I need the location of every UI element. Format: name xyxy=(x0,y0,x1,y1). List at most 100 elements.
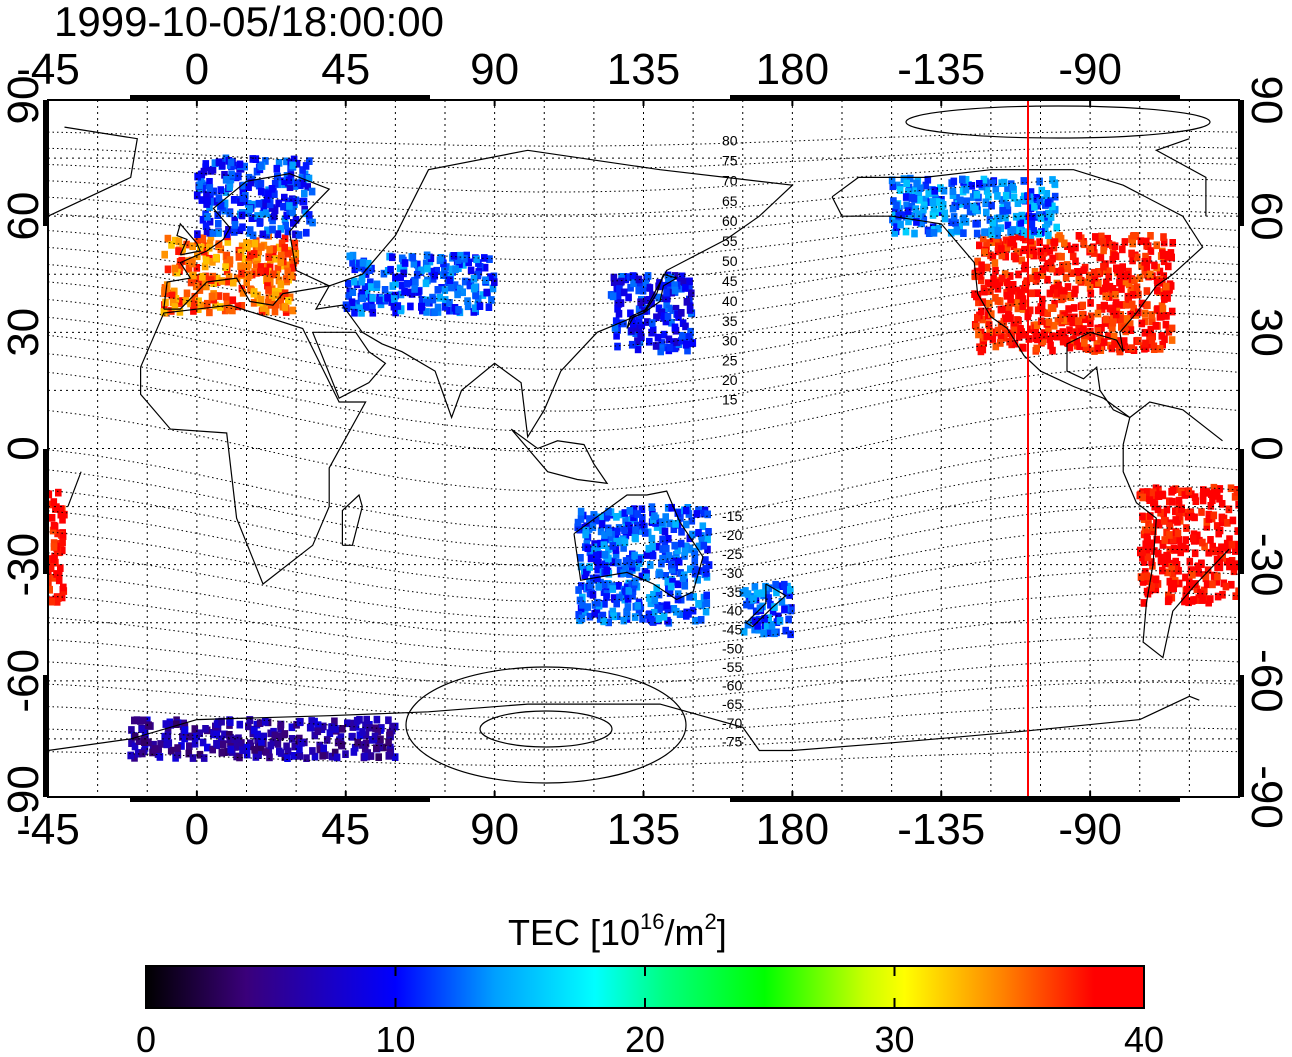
tec-cell xyxy=(156,753,164,761)
tec-cell xyxy=(284,249,292,258)
tec-cell xyxy=(960,229,967,237)
tec-cell xyxy=(594,556,601,565)
mlat-contour xyxy=(48,146,1239,170)
tec-cell xyxy=(978,267,985,276)
tec-cell xyxy=(288,723,296,732)
tec-cell xyxy=(761,615,768,623)
tec-cell xyxy=(206,308,213,317)
tec-cell xyxy=(423,308,430,316)
tec-cell xyxy=(1225,505,1233,514)
tec-cell xyxy=(1064,283,1072,291)
tec-cell xyxy=(267,741,274,750)
tec-cell xyxy=(250,250,258,258)
tec-cell xyxy=(988,310,995,318)
tec-cell xyxy=(196,181,203,190)
tec-cell xyxy=(646,337,653,346)
tec-cell xyxy=(267,277,274,286)
tec-cell xyxy=(765,614,772,622)
tec-cell xyxy=(1169,239,1176,247)
tec-cell xyxy=(1154,278,1161,287)
tec-cell xyxy=(486,255,493,263)
tec-cell xyxy=(191,739,199,748)
tec-cell xyxy=(781,605,788,614)
tec-cell xyxy=(194,172,201,181)
tec-cell xyxy=(992,294,999,302)
tec-cell xyxy=(953,194,960,202)
tec-cell xyxy=(1046,246,1054,255)
tec-cell xyxy=(1233,540,1239,549)
tec-cell xyxy=(1175,579,1183,588)
tec-cell xyxy=(642,280,650,288)
tec-cell xyxy=(609,585,617,593)
mlat-contour xyxy=(48,614,1239,670)
tec-cell xyxy=(634,323,641,332)
tec-cell xyxy=(381,286,389,294)
tec-cell xyxy=(207,197,215,206)
tec-cell xyxy=(339,725,346,733)
tec-cell xyxy=(904,207,912,215)
tec-cell xyxy=(238,242,246,251)
mlat-label: 70 xyxy=(722,173,738,189)
tec-cell xyxy=(236,741,243,750)
tec-cell xyxy=(672,304,680,313)
tec-cell xyxy=(1186,578,1193,586)
tec-cell xyxy=(776,582,784,590)
tec-cell xyxy=(650,591,657,599)
tec-cell xyxy=(434,286,442,294)
tec-cell xyxy=(695,600,702,608)
tec-cell xyxy=(55,576,63,585)
tec-cell xyxy=(290,752,298,760)
tec-cell xyxy=(605,545,612,554)
tec-cell xyxy=(679,574,687,582)
tec-cell xyxy=(1009,281,1017,289)
tec-cell xyxy=(258,243,265,251)
tec-cell xyxy=(1235,500,1239,509)
tec-cell xyxy=(431,271,438,280)
tec-cell xyxy=(1084,278,1091,287)
tec-cell xyxy=(579,601,586,609)
left-lat-tick-label: -90 xyxy=(0,765,48,829)
tec-cell xyxy=(223,259,230,267)
tec-cell xyxy=(239,746,246,754)
tec-cell xyxy=(392,308,399,317)
tec-cell xyxy=(1129,256,1136,265)
tec-cell xyxy=(433,266,440,275)
tec-cell xyxy=(303,754,310,762)
tec-cell xyxy=(1015,333,1023,341)
tec-cell xyxy=(1092,233,1099,241)
tec-cell xyxy=(1199,538,1206,547)
tec-cell xyxy=(263,231,271,239)
tec-cell xyxy=(483,288,490,297)
tec-cell xyxy=(768,622,776,630)
tec-cell xyxy=(930,229,938,237)
coastline-antarctica xyxy=(792,695,1200,752)
tec-cell xyxy=(131,732,139,741)
frame-band xyxy=(1239,449,1244,574)
tec-cell xyxy=(171,287,178,296)
tec-cell xyxy=(691,565,699,574)
tec-cell xyxy=(1226,562,1233,571)
tec-cell xyxy=(1188,512,1195,521)
tec-cell xyxy=(769,608,777,616)
tec-cell xyxy=(986,327,993,336)
tec-cell xyxy=(471,304,479,313)
magnetic-pole-contours xyxy=(405,105,1211,784)
tec-cell xyxy=(169,298,177,307)
tec-cell xyxy=(407,302,414,311)
tec-cell xyxy=(613,599,620,608)
tec-cell xyxy=(287,271,295,280)
tec-cell xyxy=(637,311,645,319)
tec-cell xyxy=(1191,493,1199,501)
tec-cell xyxy=(450,252,458,260)
tec-cell xyxy=(266,200,274,209)
tec-cell xyxy=(697,616,705,624)
tec-cell xyxy=(1144,488,1151,496)
right-lat-tick-label: -60 xyxy=(1242,649,1291,713)
tec-cell xyxy=(191,725,199,733)
tec-cell xyxy=(912,205,920,213)
tec-cell xyxy=(1094,327,1102,335)
tec-cell xyxy=(1168,324,1176,333)
tec-cell xyxy=(1051,299,1058,308)
tec-cell xyxy=(1143,237,1150,246)
tec-cell xyxy=(1061,239,1068,248)
